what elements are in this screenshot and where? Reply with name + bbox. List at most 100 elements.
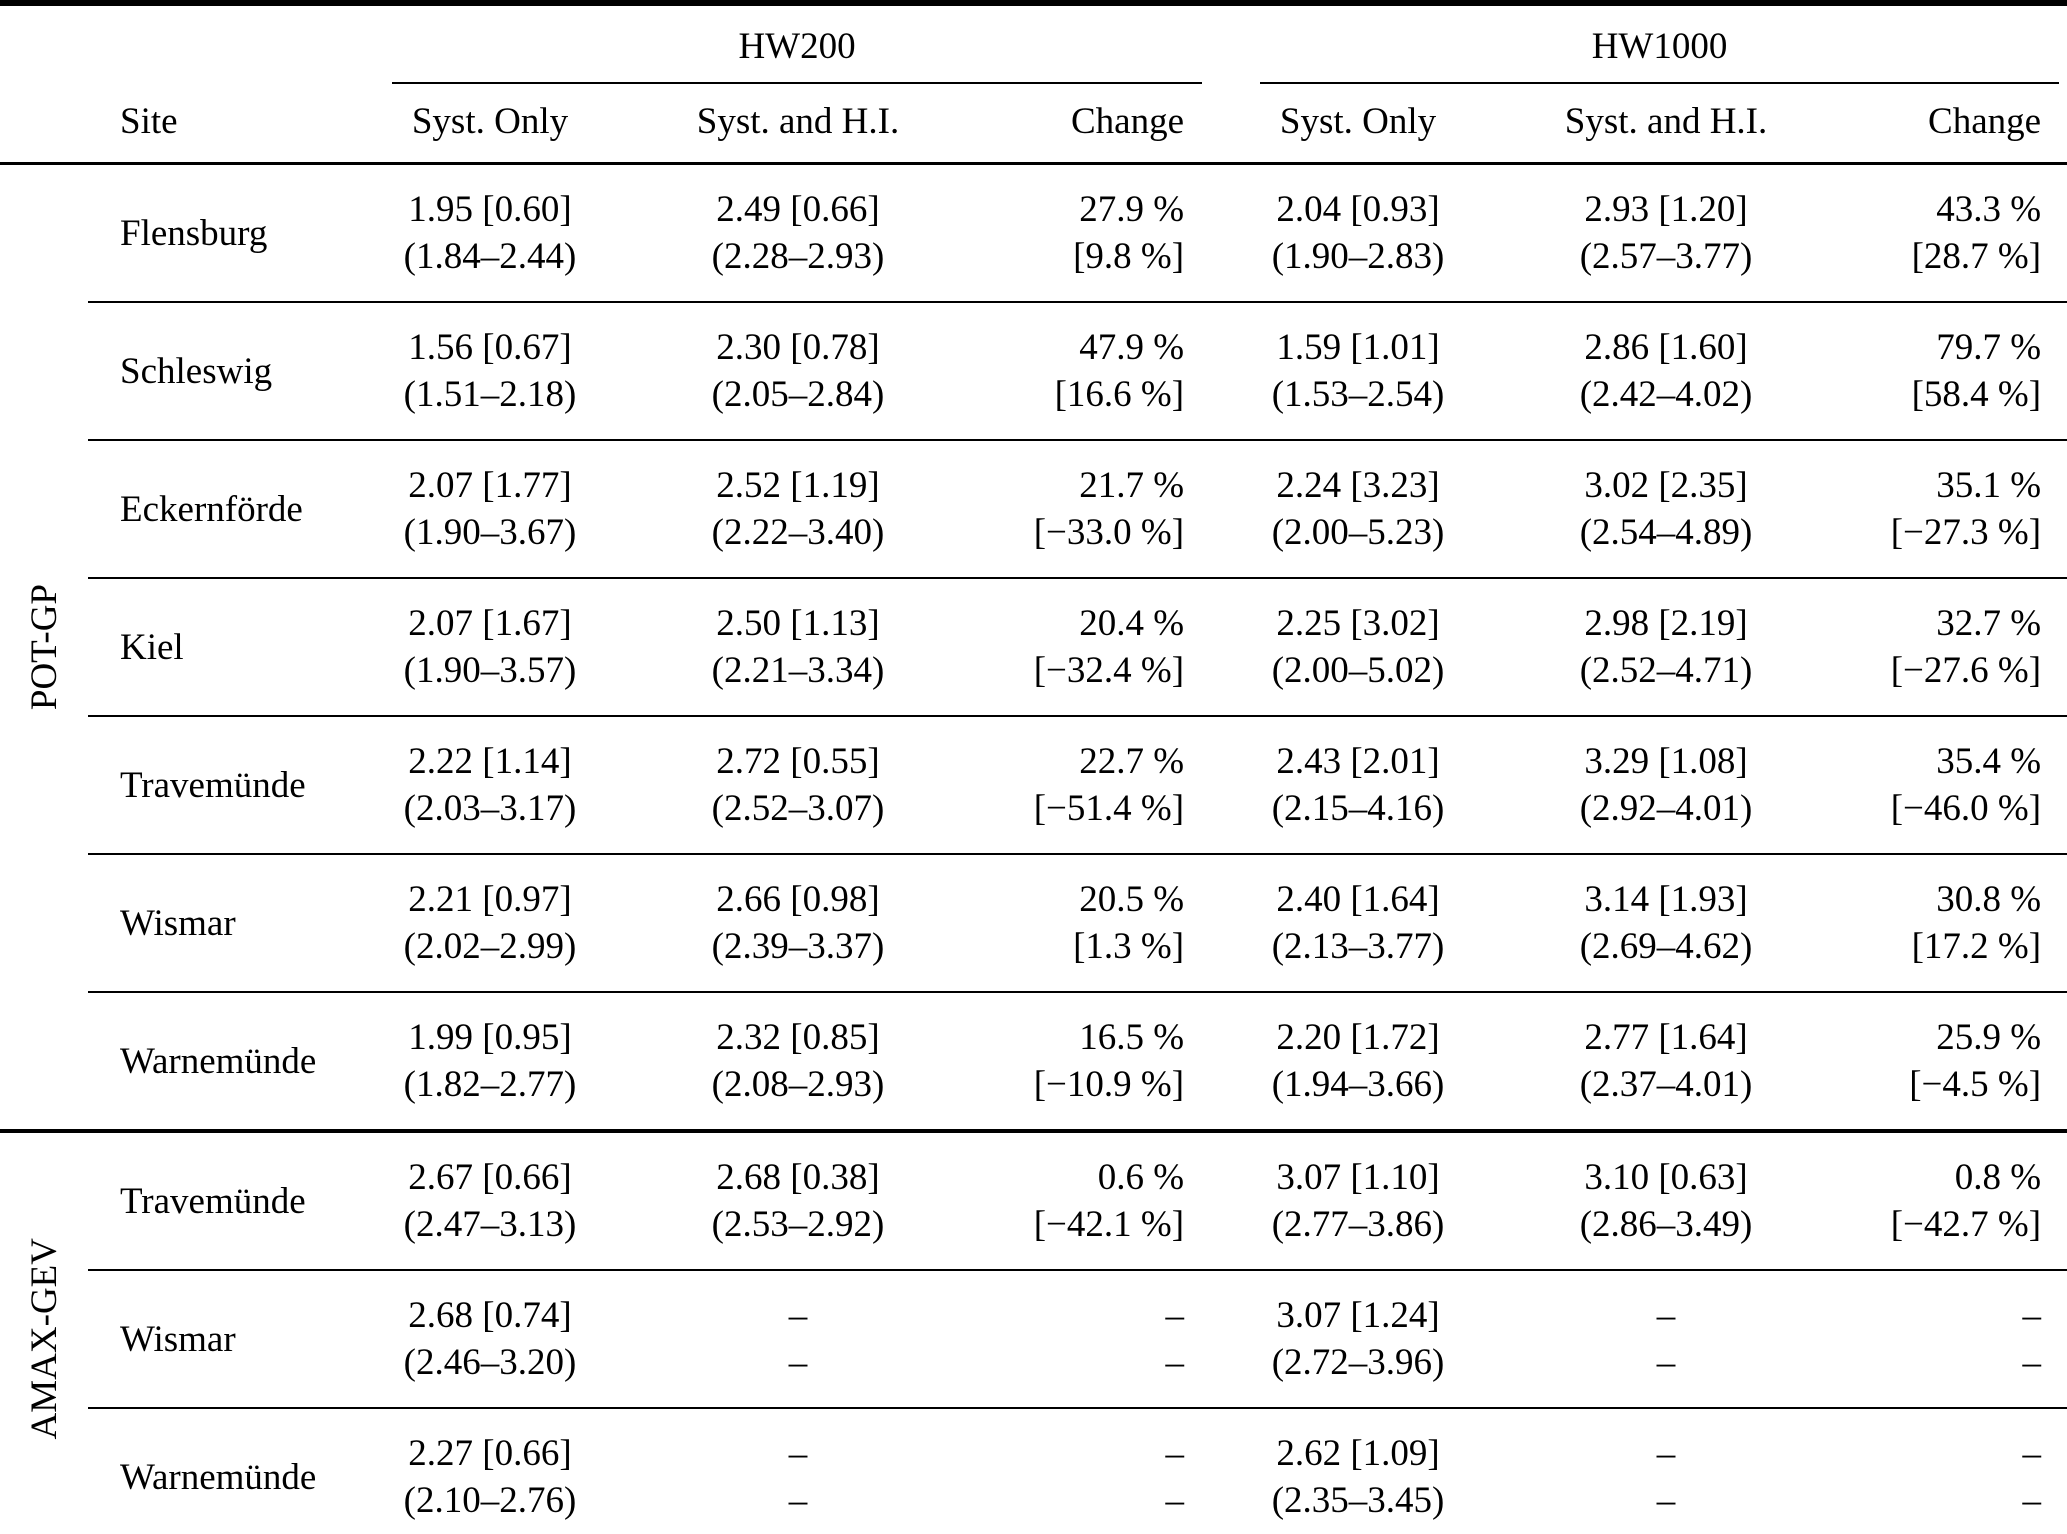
value-line: 47.9 % (1079, 327, 1185, 368)
value-cell: 3.07 [1.24] (2.72–3.96) (1210, 1269, 1507, 1408)
value-line: (2.35–3.45) (1271, 1480, 1445, 1521)
value-line: 2.62 [1.09] (1276, 1433, 1440, 1474)
value-line: (1.90–3.57) (403, 650, 577, 691)
value-line: (1.94–3.66) (1271, 1064, 1445, 1105)
value-cell: 2.25 [3.02] (2.00–5.02) (1210, 577, 1507, 716)
value-line: 20.5 % (1079, 879, 1185, 920)
value-line: 32.7 % (1936, 603, 2042, 644)
value-line: 1.95 [0.60] (408, 189, 572, 230)
value-cell: 1.56 [0.67] (1.51–2.18) (342, 301, 638, 440)
value-line: – (788, 1433, 808, 1474)
value-line: – (2022, 1480, 2042, 1521)
value-line: 2.77 [1.64] (1584, 1017, 1748, 1058)
value-cell: 2.40 [1.64] (2.13–3.77) (1210, 853, 1507, 992)
value-line: [−42.7 %] (1890, 1204, 2042, 1245)
value-line: [−32.4 %] (1033, 650, 1185, 691)
value-line: 30.8 % (1936, 879, 2042, 920)
value-line: – (1656, 1480, 1676, 1521)
change-cell: 22.7 % [−51.4 %] (958, 715, 1211, 854)
value-line: 2.22 [1.14] (408, 741, 572, 782)
change-cell: 30.8 % [17.2 %] (1826, 853, 2067, 992)
change-cell: 43.3 % [28.7 %] (1826, 164, 2067, 303)
value-line: [−42.1 %] (1033, 1204, 1185, 1245)
value-line: 2.32 [0.85] (716, 1017, 880, 1058)
value-line: – (1165, 1433, 1185, 1474)
value-line: (2.39–3.37) (711, 926, 885, 967)
col-header-site: Site (88, 84, 342, 165)
change-cell: 35.4 % [−46.0 %] (1826, 715, 2067, 854)
value-cell: 1.99 [0.95] (1.82–2.77) (342, 991, 638, 1131)
value-line: (2.05–2.84) (711, 374, 885, 415)
colgroup-hw1000: HW1000 (1210, 3, 2067, 84)
value-line: (2.03–3.17) (403, 788, 577, 829)
value-line: [1.3 %] (1073, 926, 1185, 967)
value-line: – (1165, 1342, 1185, 1383)
value-line: (2.13–3.77) (1271, 926, 1445, 967)
value-cell: 1.95 [0.60] (1.84–2.44) (342, 164, 638, 303)
value-line: 0.8 % (1954, 1157, 2042, 1198)
value-line: 35.4 % (1936, 741, 2042, 782)
row-group-label-text: POT-GP (23, 583, 65, 711)
value-cell: 2.07 [1.77] (1.90–3.67) (342, 439, 638, 578)
value-line: 20.4 % (1079, 603, 1185, 644)
change-cell: 21.7 % [−33.0 %] (958, 439, 1211, 578)
value-line: (2.00–5.02) (1271, 650, 1445, 691)
table-row: Schleswig 1.56 [0.67] (1.51–2.18) 2.30 [0.7… (0, 301, 2067, 440)
value-line: – (1656, 1295, 1676, 1336)
column-group-header-row: HW200 HW1000 (0, 3, 2067, 84)
site-name: Eckernförde (88, 439, 342, 578)
value-line: 2.50 [1.13] (716, 603, 880, 644)
change-cell: – – (1826, 1407, 2067, 1534)
value-cell: – – (1506, 1407, 1827, 1534)
value-line: (2.21–3.34) (711, 650, 885, 691)
value-line: (2.15–4.16) (1271, 788, 1445, 829)
value-line: 3.02 [2.35] (1584, 465, 1748, 506)
value-cell: 2.27 [0.66] (2.10–2.76) (342, 1407, 638, 1534)
value-line: [−27.6 %] (1890, 650, 2042, 691)
table-row: Kiel 2.07 [1.67] (1.90–3.57) 2.50 [1.13] (2.… (0, 577, 2067, 716)
value-cell: 2.67 [0.66] (2.47–3.13) (342, 1129, 638, 1270)
col-header-syst-only-hw1000: Syst. Only (1210, 84, 1507, 165)
value-cell: 2.93 [1.20] (2.57–3.77) (1506, 164, 1826, 303)
value-line: 2.07 [1.77] (408, 465, 572, 506)
value-line: 2.30 [0.78] (716, 327, 880, 368)
change-cell: 0.8 % [−42.7 %] (1826, 1129, 2067, 1270)
colgroup-hw1000-label: HW1000 (1260, 22, 2060, 84)
change-cell: – – (958, 1269, 1211, 1408)
value-line: 25.9 % (1936, 1017, 2042, 1058)
value-line: [−46.0 %] (1890, 788, 2042, 829)
change-cell: 20.4 % [−32.4 %] (958, 577, 1211, 716)
value-line: [16.6 %] (1054, 374, 1185, 415)
value-line: 2.49 [0.66] (716, 189, 880, 230)
value-line: 2.68 [0.38] (716, 1157, 880, 1198)
value-cell: 3.10 [0.63] (2.86–3.49) (1506, 1129, 1827, 1270)
value-cell: 2.52 [1.19] (2.22–3.40) (638, 439, 958, 578)
value-line: [−4.5 %] (1909, 1064, 2042, 1105)
value-line: (2.57–3.77) (1579, 236, 1753, 277)
value-cell: – – (1506, 1269, 1827, 1408)
value-line: 27.9 % (1079, 189, 1185, 230)
value-cell: 2.62 [1.09] (2.35–3.45) (1210, 1407, 1507, 1534)
value-cell: 2.86 [1.60] (2.42–4.02) (1506, 301, 1827, 440)
spacer-cell (0, 3, 342, 84)
col-header-syst-hi-hw200: Syst. and H.I. (638, 84, 958, 165)
value-line: – (2022, 1433, 2042, 1474)
colgroup-hw200: HW200 (342, 3, 1210, 84)
row-group-label-text: AMAX-GEV (23, 1238, 65, 1440)
value-cell: 3.14 [1.93] (2.69–4.62) (1506, 853, 1827, 992)
value-line: 3.29 [1.08] (1584, 741, 1748, 782)
value-line: 2.68 [0.74] (408, 1295, 572, 1336)
value-line: 2.86 [1.60] (1584, 327, 1748, 368)
col-header-syst-hi-hw1000: Syst. and H.I. (1506, 84, 1827, 165)
value-line: 16.5 % (1079, 1017, 1185, 1058)
value-cell: 2.98 [2.19] (2.52–4.71) (1506, 577, 1827, 716)
value-line: (2.42–4.02) (1579, 374, 1753, 415)
value-line: (2.22–3.40) (711, 512, 885, 553)
value-line: (1.51–2.18) (403, 374, 577, 415)
value-line: – (2022, 1342, 2042, 1383)
col-header-syst-only-hw200: Syst. Only (342, 84, 638, 165)
value-line: [−33.0 %] (1033, 512, 1185, 553)
value-cell: 2.24 [3.23] (2.00–5.23) (1210, 439, 1507, 578)
site-name: Flensburg (120, 212, 268, 254)
value-cell: 2.04 [0.93] (1.90–2.83) (1210, 164, 1506, 303)
